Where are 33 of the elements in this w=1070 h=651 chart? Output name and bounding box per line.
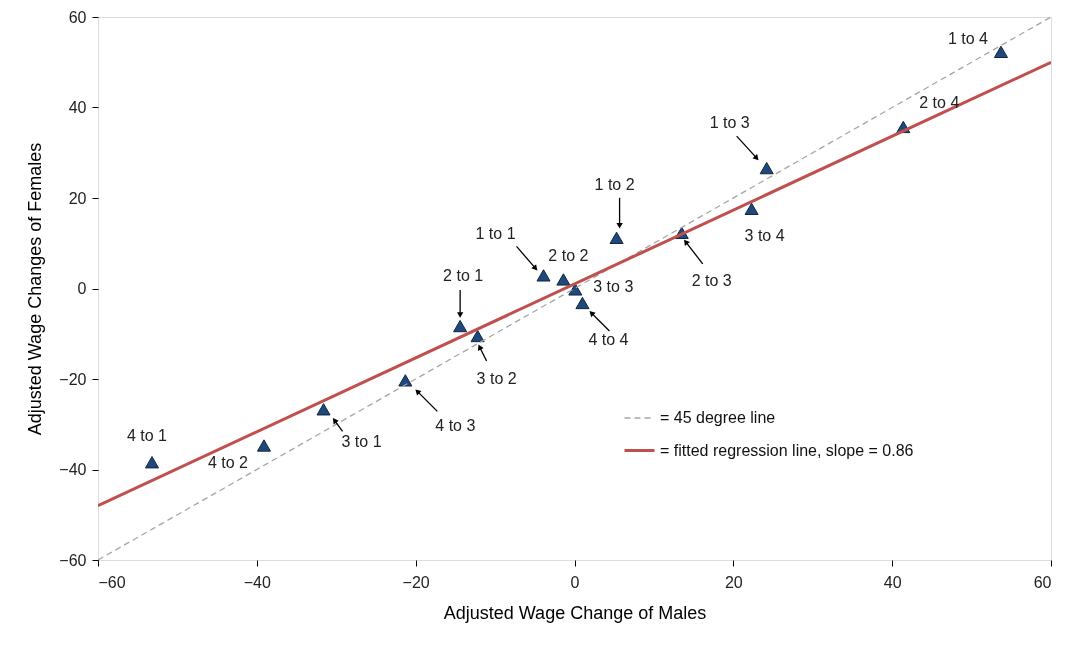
annotation: 2 to 3 <box>691 271 732 289</box>
legend-label: = fitted regression line, slope = 0.86 <box>660 441 914 459</box>
annotation: 4 to 2 <box>207 453 249 471</box>
annotation: 3 to 1 <box>341 433 382 451</box>
x-tick-label: −20 <box>402 573 430 591</box>
annotation: 4 to 3 <box>435 417 476 435</box>
annotation: 3 to 3 <box>593 278 634 296</box>
annotation: 4 to 1 <box>126 427 168 445</box>
y-tick-label: −20 <box>59 370 87 388</box>
x-tick-label: 60 <box>1033 573 1052 591</box>
y-tick-label: 0 <box>77 280 87 297</box>
annotation: 1 to 2 <box>594 175 635 193</box>
y-tick-label: 20 <box>68 189 87 207</box>
annotation: 4 to 4 <box>588 330 629 348</box>
annotation: 2 to 1 <box>443 267 484 285</box>
y-axis-title: Adjusted Wage Changes of Females <box>25 142 46 436</box>
legend-label: = 45 degree line <box>660 409 776 426</box>
annotation: 1 to 3 <box>709 114 750 132</box>
x-axis-title: Adjusted Wage Change of Males <box>443 602 707 623</box>
y-tick-label: −60 <box>59 551 87 569</box>
annotation: 1 to 1 <box>475 225 516 243</box>
x-tick-label: 20 <box>724 573 743 591</box>
x-tick-label: 0 <box>570 573 580 591</box>
x-tick-label: 40 <box>883 573 902 591</box>
annotation: 1 to 4 <box>947 29 989 47</box>
annotation: 2 to 2 <box>548 247 589 265</box>
x-tick-label: −60 <box>98 573 126 591</box>
y-tick-label: 60 <box>68 8 87 26</box>
annotation: 3 to 2 <box>476 370 517 388</box>
annotation: 3 to 4 <box>744 226 785 244</box>
x-tick-label: −40 <box>243 573 272 591</box>
y-tick-label: −40 <box>59 461 87 478</box>
y-tick-label: 40 <box>68 99 87 116</box>
